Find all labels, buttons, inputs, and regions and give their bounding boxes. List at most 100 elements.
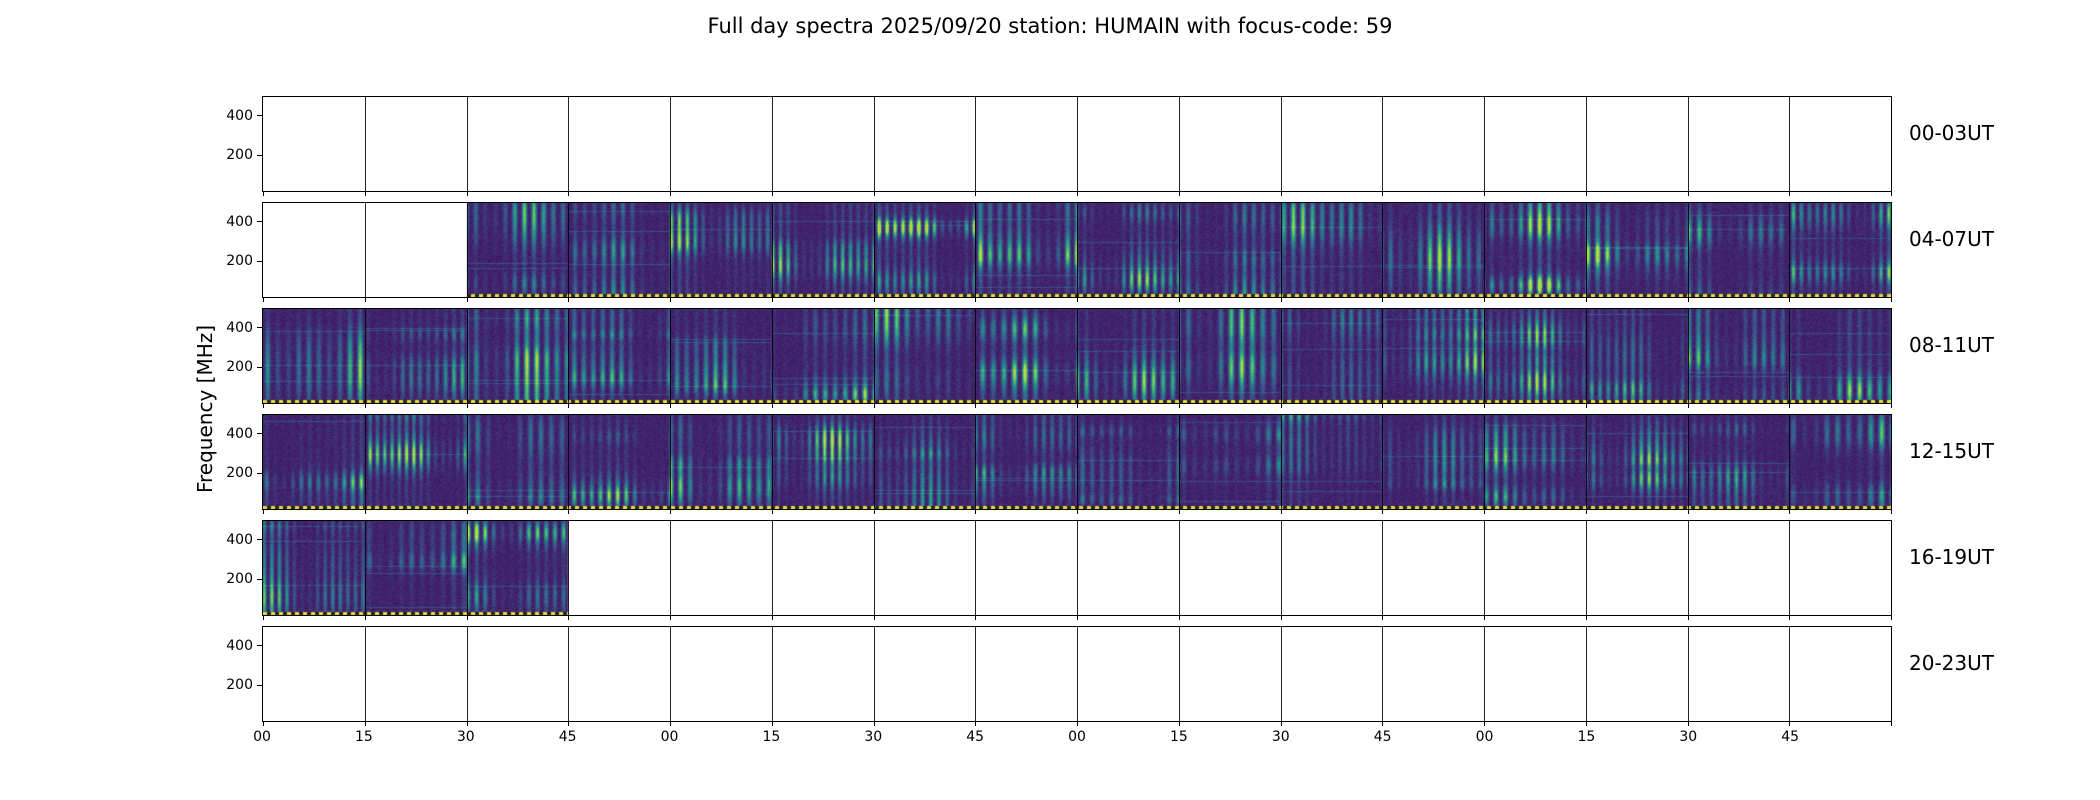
segment-divider xyxy=(771,97,773,191)
segment-divider xyxy=(1280,203,1282,297)
x-tick-mark xyxy=(1382,616,1384,620)
segment-divider xyxy=(1077,415,1078,509)
segment-divider xyxy=(771,203,773,297)
x-tick-labels: 00 15 30 45 00 15 30 45 00 15 30 45 00 15 30 45 xyxy=(253,729,1892,749)
segment-divider xyxy=(975,309,977,403)
x-tick-mark xyxy=(1077,722,1078,726)
x-tick-mark xyxy=(364,722,366,726)
x-tick-mark xyxy=(1789,510,1791,514)
x-tick-mark xyxy=(771,510,773,514)
x-tick-mark xyxy=(975,192,977,196)
segment-divider xyxy=(670,627,671,721)
row-time-label: 04-07UT xyxy=(1909,227,1994,251)
segment-divider xyxy=(1687,97,1689,191)
segment-divider xyxy=(364,97,366,191)
x-tick-mark xyxy=(1585,510,1587,514)
y-tick-label: 200 xyxy=(226,677,253,694)
segment-divider xyxy=(670,203,671,297)
x-tick-mark xyxy=(1484,722,1485,726)
segment-divider xyxy=(1789,521,1791,615)
segment-divider xyxy=(1687,309,1689,403)
x-tick-label: 45 xyxy=(1373,729,1392,745)
x-tick-mark xyxy=(466,298,468,302)
segment-divider xyxy=(1585,521,1587,615)
x-tick-mark xyxy=(670,192,671,196)
x-tick-mark xyxy=(1891,404,1892,408)
segment-divider xyxy=(873,97,875,191)
x-tick-mark xyxy=(1280,722,1282,726)
segment-divider xyxy=(364,415,366,509)
x-tick-label: 45 xyxy=(558,729,577,745)
x-tick-mark xyxy=(1280,404,1282,408)
y-tick-mark xyxy=(257,539,262,541)
segment-divider xyxy=(873,203,875,297)
row-time-label: 16-19UT xyxy=(1909,545,1994,569)
y-tick-mark xyxy=(257,366,262,368)
segment-divider xyxy=(873,415,875,509)
y-tick-mark xyxy=(257,221,262,223)
x-tick-mark xyxy=(771,616,773,620)
x-tick-mark xyxy=(568,722,570,726)
x-tick-mark xyxy=(1687,616,1689,620)
segment-divider xyxy=(1178,97,1180,191)
x-tick-mark xyxy=(873,192,875,196)
figure-title: Full day spectra 2025/09/20 station: HUM… xyxy=(707,14,1393,38)
y-axis-label: Frequency [MHz] xyxy=(193,324,217,494)
x-tick-mark xyxy=(1891,722,1892,726)
x-tick-mark xyxy=(364,404,366,408)
segment-divider xyxy=(466,97,468,191)
x-tick-mark xyxy=(975,404,977,408)
segment-divider xyxy=(1077,627,1078,721)
x-tick-mark xyxy=(1891,192,1892,196)
segment-divider xyxy=(1484,415,1485,509)
x-tick-mark xyxy=(1891,616,1892,620)
x-tick-mark xyxy=(1585,722,1587,726)
spectra-panel-08-11ut: 400 200 08-11UT xyxy=(226,308,1994,408)
x-tick-mark xyxy=(771,298,773,302)
x-tick-mark xyxy=(364,298,366,302)
y-tick-mark xyxy=(257,645,262,647)
x-tick-mark xyxy=(364,192,366,196)
segment-divider xyxy=(1382,97,1384,191)
x-tick-mark xyxy=(1687,404,1689,408)
segment-divider xyxy=(670,309,671,403)
segment-divider xyxy=(1484,521,1485,615)
x-tick-mark xyxy=(1789,722,1791,726)
segment-divider xyxy=(873,627,875,721)
segment-divider xyxy=(1382,627,1384,721)
x-tick-mark xyxy=(1891,510,1892,514)
segment-divider xyxy=(1687,415,1689,509)
x-tick-mark xyxy=(568,192,570,196)
segment-divider xyxy=(670,97,671,191)
segment-divider xyxy=(1280,521,1282,615)
x-tick-mark xyxy=(1178,616,1180,620)
segment-divider xyxy=(466,309,468,403)
row-time-label: 20-23UT xyxy=(1909,651,1994,675)
segment-divider xyxy=(1382,415,1384,509)
x-tick-mark xyxy=(1280,298,1282,302)
x-tick-mark xyxy=(263,298,264,302)
x-tick-mark xyxy=(263,510,264,514)
x-tick-mark xyxy=(1687,510,1689,514)
y-tick-label: 200 xyxy=(226,465,253,482)
x-tick-mark xyxy=(1687,192,1689,196)
x-tick-mark xyxy=(873,722,875,726)
y-tick-mark xyxy=(257,472,262,474)
y-tick-label: 400 xyxy=(226,531,253,548)
x-tick-mark xyxy=(670,616,671,620)
x-tick-label: 00 xyxy=(253,729,271,745)
x-tick-label: 45 xyxy=(1781,729,1800,745)
x-tick-label: 15 xyxy=(354,729,373,745)
y-tick-label: 400 xyxy=(226,213,253,230)
y-tick-label: 200 xyxy=(226,147,253,164)
x-tick-mark xyxy=(1178,510,1180,514)
x-tick-mark xyxy=(1789,404,1791,408)
x-tick-label: 30 xyxy=(864,729,883,745)
segment-divider xyxy=(771,415,773,509)
x-tick-mark xyxy=(975,510,977,514)
segment-divider xyxy=(1687,203,1689,297)
x-tick-mark xyxy=(975,298,977,302)
segment-divider xyxy=(670,521,671,615)
y-tick-mark xyxy=(257,115,262,117)
x-tick-label: 30 xyxy=(1679,729,1698,745)
